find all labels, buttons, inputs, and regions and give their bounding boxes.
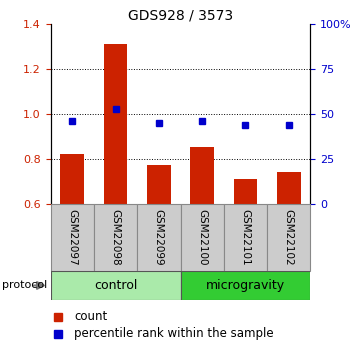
Text: GSM22097: GSM22097 [67, 209, 77, 266]
Text: count: count [74, 310, 107, 323]
Text: protocol: protocol [2, 280, 47, 290]
Bar [267, 204, 310, 271]
Bar [51, 271, 180, 300]
Bar [137, 204, 180, 271]
Text: percentile rank within the sample: percentile rank within the sample [74, 327, 274, 341]
Title: GDS928 / 3573: GDS928 / 3573 [128, 9, 233, 23]
Text: GSM22102: GSM22102 [284, 209, 294, 266]
Bar [277, 172, 301, 204]
Text: GSM22101: GSM22101 [240, 209, 251, 266]
Bar [224, 204, 267, 271]
Bar [180, 204, 224, 271]
Text: GSM22099: GSM22099 [154, 209, 164, 266]
Bar [180, 271, 310, 300]
Bar [51, 204, 94, 271]
Bar [147, 166, 171, 204]
Bar [234, 179, 257, 204]
Bar [60, 154, 84, 204]
Bar [94, 204, 137, 271]
Bar [104, 44, 127, 204]
Text: GSM22100: GSM22100 [197, 209, 207, 265]
Text: microgravity: microgravity [206, 279, 285, 292]
Text: GSM22098: GSM22098 [110, 209, 121, 266]
Bar [190, 148, 214, 204]
Text: control: control [94, 279, 137, 292]
